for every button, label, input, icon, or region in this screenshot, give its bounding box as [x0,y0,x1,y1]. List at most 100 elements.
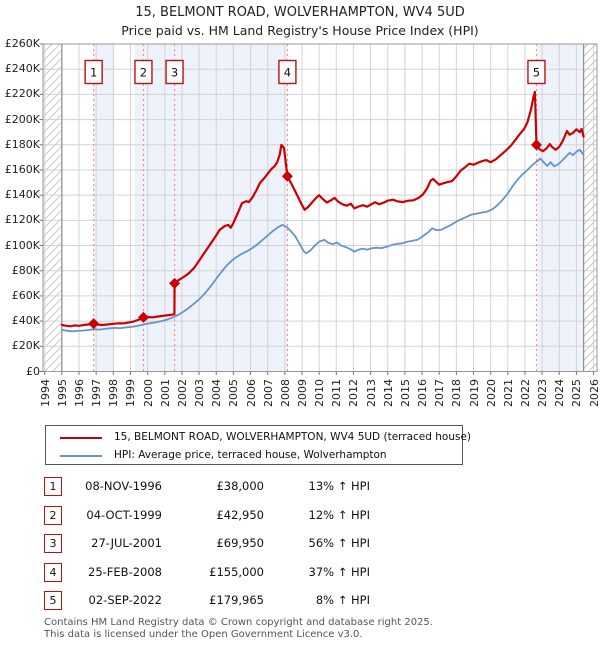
y-axis-label: £120K [4,213,40,227]
x-axis-label: 2003 [193,379,207,407]
sale-marker-number: 3 [171,66,178,80]
sale-row-number: 5 [44,591,62,611]
plot-frame [42,43,598,372]
y-axis-label: £20K [11,339,40,353]
sale-table-row: 5 02-SEP-2022 £179,965 8% ↑ HPI [44,591,404,611]
x-axis-label: 2013 [364,379,378,407]
sale-marker-box [84,59,103,85]
sale-diamond [169,277,181,289]
sale-marker-number: 1 [90,66,97,80]
sale-date: 04-OCT-1999 [86,507,162,522]
y-axis-label: £160K [4,162,40,176]
sale-marker-box [134,59,153,85]
x-axis-label: 1996 [73,379,87,407]
x-axis-label: 2006 [244,379,258,407]
shaded-band [93,44,115,372]
sale-date: 27-JUL-2001 [91,536,162,551]
x-axis-label: 2010 [313,379,327,407]
sale-diamond [281,170,293,182]
x-axis-label: 2009 [295,379,309,407]
page-subtitle: Price paid vs. HM Land Registry's House … [121,23,479,38]
footnote-line-2: This data is licensed under the Open Gov… [44,628,363,640]
sale-table-row: 1 08-NOV-1996 £38,000 13% ↑ HPI [44,477,404,497]
y-axis-label: £80K [11,263,40,277]
x-axis-label: 2023 [536,379,550,407]
y-axis-label: £60K [11,288,40,302]
x-axis-label: 2014 [381,379,395,407]
sale-date: 25-FEB-2008 [88,564,162,579]
x-axis-label: 2026 [587,379,600,407]
sale-table-row: 3 27-JUL-2001 £69,950 56% ↑ HPI [44,534,404,554]
license-footnote: Contains HM Land Registry data © Crown c… [44,617,584,640]
x-axis-label: 2011 [330,379,344,407]
x-axis-label: 2022 [518,379,532,407]
x-axis-label: 2000 [141,379,155,407]
sale-marker-number: 2 [140,66,147,80]
sale-marker-box [278,59,297,85]
sale-vs-hpi: 37% ↑ HPI [308,564,370,579]
x-axis-label: 2002 [175,379,189,407]
x-axis-label: 1999 [124,379,138,407]
plot-border [39,43,598,375]
data-range-edges [61,44,585,372]
legend: 15, BELMONT ROAD, WOLVERHAMPTON, WV4 5UD… [45,425,471,465]
page-title: 15, BELMONT ROAD, WOLVERHAMPTON, WV4 5UD [135,5,465,20]
x-axis-label: 1994 [38,379,52,407]
x-axis-label: 2020 [484,379,498,407]
legend-entry: 15, BELMONT ROAD, WOLVERHAMPTON, WV4 5UD… [46,429,471,447]
sale-price: £69,950 [216,536,264,551]
legend-entry: HPI: Average price, terraced house, Wolv… [46,447,462,465]
sale-row-number: 3 [44,534,62,554]
y-axis-label: £220K [4,87,40,101]
x-axis-label: 2008 [278,379,292,407]
legend-label: HPI: Average price, terraced house, Wolv… [114,449,387,461]
x-axis-label: 2017 [433,379,447,407]
sale-row-number: 2 [44,505,62,525]
sale-row-number: 1 [44,477,62,496]
x-axis-label: 1997 [90,379,104,407]
property-price-line [60,90,585,328]
x-axis-label: 1995 [55,379,69,407]
x-axis-label: 2005 [227,379,241,407]
y-axis-label: £180K [4,137,40,151]
y-axis-label: £240K [4,62,40,76]
property-line-swatch [60,437,102,439]
y-axis-label: £200K [4,112,40,126]
sale-price: £38,000 [216,479,264,493]
hpi-line-swatch [60,455,102,457]
sale-number-boxes: 1 2 3 4 5 [84,59,546,85]
sale-marker-number: 4 [284,66,291,80]
hatch-region [43,44,62,372]
sale-diamond-markers [88,139,542,330]
y-axis-label: £140K [4,188,40,202]
series-lines [60,90,585,333]
x-axis-label: 2024 [553,379,567,407]
sale-date: 08-NOV-1996 [85,479,162,493]
sale-vs-hpi: 13% ↑ HPI [308,479,370,493]
sale-price: £42,950 [216,507,264,522]
x-axis-label: 2025 [570,379,584,407]
y-axis-label: £40K [11,314,40,328]
sale-marker-number: 5 [533,66,540,80]
footnote-line-1: Contains HM Land Registry data © Crown c… [44,617,433,628]
sale-vs-hpi: 12% ↑ HPI [308,507,370,522]
sale-row-number: 4 [44,562,62,582]
sale-marker-box [165,59,184,85]
sale-price: £155,000 [209,564,264,579]
x-axis-label: 2001 [158,379,172,407]
y-axis-label: £0 [26,364,40,378]
x-axis-label: 2021 [501,379,515,407]
sale-diamond [530,139,542,151]
shaded-band [536,44,584,372]
x-axis-label: 2019 [467,379,481,407]
sale-marker-box [527,59,546,85]
ownership-shaded-bands [93,44,584,372]
sale-vs-hpi: 56% ↑ HPI [308,536,370,551]
x-axis-label: 2012 [347,379,361,407]
x-axis-label: 2016 [416,379,430,407]
x-axis-label: 2004 [210,379,224,407]
sale-vs-hpi: 8% ↑ HPI [315,593,370,608]
x-axis-label: 2007 [261,379,275,407]
sale-table-row: 2 04-OCT-1999 £42,950 12% ↑ HPI [44,505,404,526]
hatch-region [583,44,597,372]
